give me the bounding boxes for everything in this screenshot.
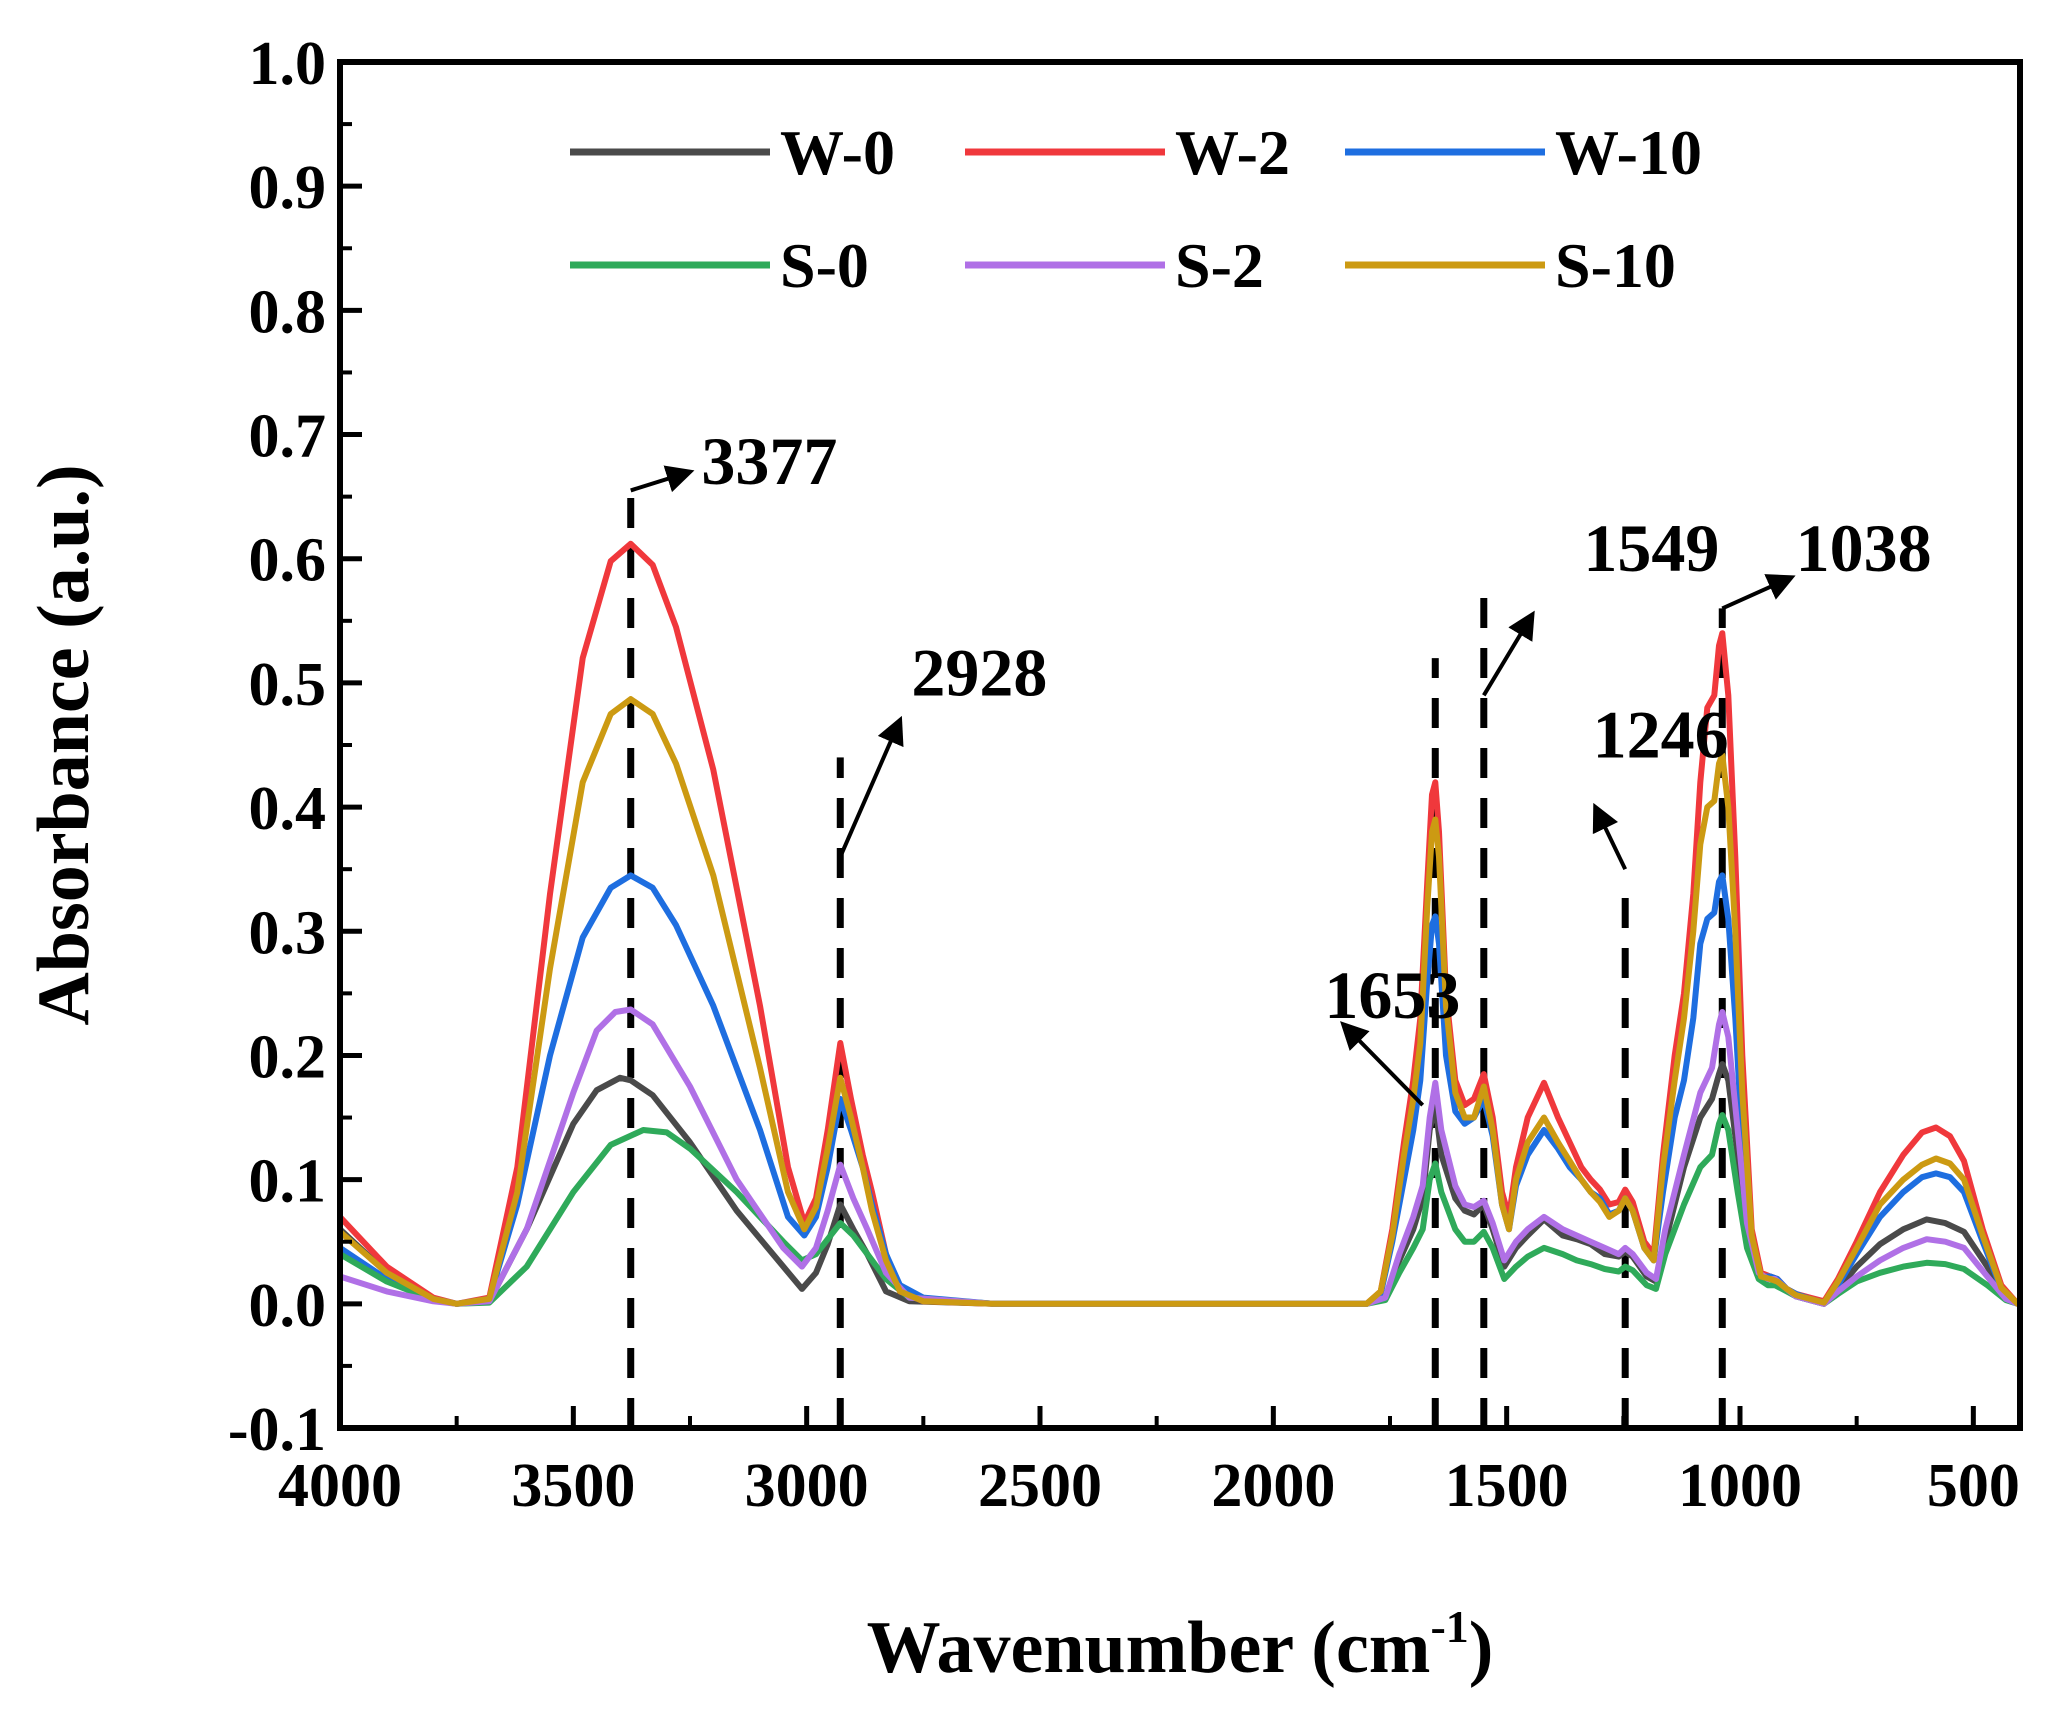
legend: W-0 W-2 W-10 S-0 S-2 S-10 [570, 117, 1702, 301]
annotation-arrow-1038 [1721, 574, 1796, 611]
annotation-label-1246: 1246 [1593, 696, 1729, 772]
series-line-S-2 [337, 1006, 2021, 1307]
legend-label-S-0: S-0 [780, 230, 869, 301]
legend-label-W-2: W-2 [1175, 117, 1290, 188]
annotation-label-1549: 1549 [1583, 510, 1719, 586]
series-line-W-10 [337, 872, 2021, 1307]
annotation-arrow-1549 [1482, 610, 1535, 697]
y-tick-label: 0.1 [249, 1148, 327, 1216]
legend-label-S-2: S-2 [1175, 230, 1264, 301]
annotation-arrow-1246 [1592, 802, 1628, 871]
x-tick-label: 3000 [745, 1452, 869, 1520]
x-tick-label: 2000 [1211, 1452, 1335, 1520]
annotation-label-3377: 3377 [701, 423, 837, 499]
annotation-label-1653: 1653 [1324, 957, 1460, 1033]
annotation-label-2928: 2928 [911, 634, 1047, 710]
x-axis-title-end: ) [1469, 1607, 1494, 1689]
axes: -0.1 0.0 0.1 0.2 0.3 0.4 0.5 0.6 0.7 0.8 0.9 1.0 400… [228, 30, 2023, 1520]
y-tick-label: 0.7 [249, 403, 327, 471]
y-tick-label: 0.3 [249, 899, 327, 967]
series-lines [337, 540, 2021, 1307]
annotations: 3377 2928 1653 1549 1246 1038 [630, 423, 1932, 1107]
y-axis-title: Absorbance (a.u.) [23, 464, 105, 1025]
series-line-W-0 [337, 1061, 2021, 1307]
annotation-arrow-1653 [1340, 1021, 1425, 1107]
x-tick-label: 4000 [278, 1452, 402, 1520]
x-tick-label: 2500 [978, 1452, 1102, 1520]
y-tick-label: -0.1 [228, 1396, 326, 1464]
x-tick-label: 500 [1927, 1452, 2020, 1520]
y-tick-label: 0.8 [249, 278, 327, 346]
legend-label-W-0: W-0 [780, 117, 895, 188]
y-tick-label: 0.9 [249, 154, 327, 222]
x-axis-title-main: Wavenumber (cm [867, 1607, 1431, 1689]
y-tick-label: 0.5 [249, 651, 327, 719]
series-line-S-10 [337, 696, 2021, 1307]
x-tick-label: 1500 [1445, 1452, 1569, 1520]
x-axis-title: Wavenumber (cm-1) [867, 1601, 1494, 1689]
annotation-arrow-3377 [630, 465, 695, 493]
annotation-arrow-2928 [838, 715, 904, 858]
y-tick-label: 0.2 [249, 1023, 327, 1091]
x-tick-label: 1000 [1678, 1452, 1802, 1520]
legend-label-S-10: S-10 [1555, 230, 1676, 301]
reference-lines [627, 484, 1726, 1428]
x-axis-title-superscript: -1 [1430, 1601, 1468, 1652]
legend-label-W-10: W-10 [1555, 117, 1702, 188]
y-tick-label: 0.6 [249, 527, 327, 595]
y-tick-label: 0.0 [249, 1272, 327, 1340]
y-tick-label: 0.4 [249, 775, 327, 843]
x-tick-label: 3500 [511, 1452, 635, 1520]
y-tick-label: 1.0 [249, 30, 327, 98]
annotation-label-1038: 1038 [1796, 510, 1932, 586]
